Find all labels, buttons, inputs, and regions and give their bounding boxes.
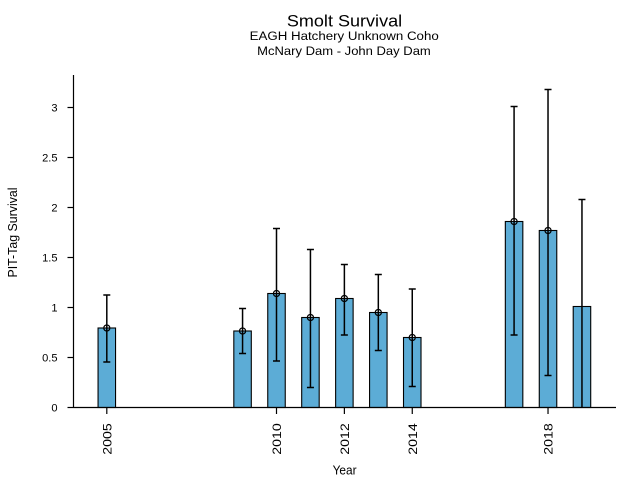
svg-text:PIT-Tag Survival: PIT-Tag Survival xyxy=(5,187,20,277)
svg-text:2012: 2012 xyxy=(339,423,352,455)
svg-text:Year: Year xyxy=(333,463,358,478)
svg-text:1: 1 xyxy=(51,303,57,315)
svg-text:Smolt Survival: Smolt Survival xyxy=(287,12,402,31)
svg-text:2010: 2010 xyxy=(271,423,284,455)
svg-text:2.5: 2.5 xyxy=(42,153,57,165)
svg-text:3: 3 xyxy=(51,103,57,115)
svg-text:2018: 2018 xyxy=(543,423,556,455)
svg-text:1.5: 1.5 xyxy=(42,253,57,265)
svg-text:2014: 2014 xyxy=(407,423,420,455)
svg-text:2: 2 xyxy=(51,203,57,215)
svg-text:EAGH Hatchery Unknown Coho: EAGH Hatchery Unknown Coho xyxy=(250,29,439,43)
svg-text:2005: 2005 xyxy=(101,423,114,455)
svg-text:0: 0 xyxy=(51,403,57,415)
svg-text:McNary Dam - John Day Dam: McNary Dam - John Day Dam xyxy=(257,44,431,58)
svg-text:0.5: 0.5 xyxy=(42,353,57,365)
